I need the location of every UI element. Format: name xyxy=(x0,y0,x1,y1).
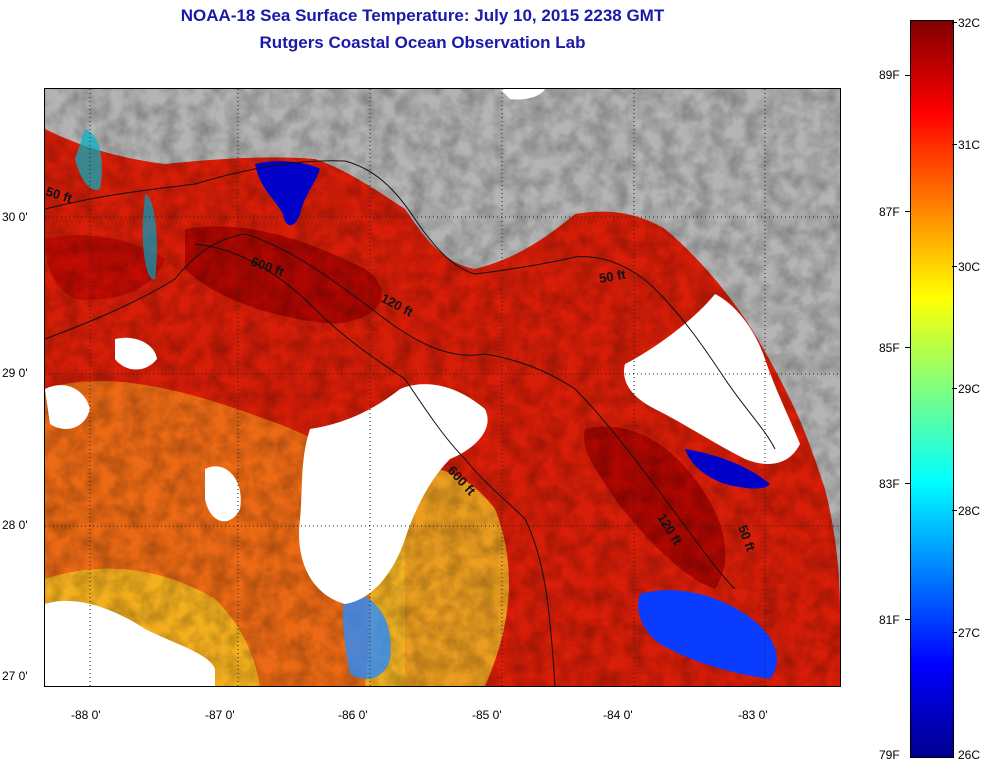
cold-patch-south xyxy=(342,589,391,679)
sst-map: 50 ft 600 ft 120 ft 50 ft 600 ft 120 ft … xyxy=(44,88,841,687)
map-title: NOAA-18 Sea Surface Temperature: July 10… xyxy=(180,6,665,25)
graticule xyxy=(45,89,840,686)
colorbar-tick xyxy=(952,510,957,511)
cold-patch-east xyxy=(638,590,777,679)
cloud-west xyxy=(45,385,90,429)
lon-label: -86 0' xyxy=(338,708,368,722)
colorbar-tick xyxy=(952,388,957,389)
colorbar-label-c: 29C xyxy=(958,382,981,396)
colorbar-label-f: 83F xyxy=(879,477,900,491)
cloud-coast-north xyxy=(500,89,545,100)
lon-label: -88 0' xyxy=(71,708,101,722)
cloud-southwest xyxy=(45,600,215,686)
colorbar-tick xyxy=(905,211,910,212)
sst-map-svg: 50 ft 600 ft 120 ft 50 ft 600 ft 120 ft … xyxy=(45,89,840,686)
colorbar-tick xyxy=(952,144,957,145)
colorbar-label-c: 26C xyxy=(958,748,981,762)
cool-patch-west-stripe xyxy=(142,194,157,280)
colorbar-tick xyxy=(905,75,910,76)
cold-patch-bay xyxy=(255,161,320,226)
cloud-west-2 xyxy=(115,337,157,370)
lon-label: -87 0' xyxy=(205,708,235,722)
colorbar xyxy=(910,20,954,758)
lon-label: -83 0' xyxy=(738,708,768,722)
lat-label: 29 0' xyxy=(2,366,28,380)
colorbar-label-c: 27C xyxy=(958,626,981,640)
colorbar-label-c: 32C xyxy=(958,16,981,30)
colorbar-tick xyxy=(905,483,910,484)
cool-patch-northwest xyxy=(75,129,102,190)
colorbar-tick xyxy=(952,266,957,267)
lon-label: -84 0' xyxy=(603,708,633,722)
colorbar-label-f: 87F xyxy=(879,205,900,219)
cloud-southwest-2 xyxy=(205,466,241,522)
lat-label: 28 0' xyxy=(2,518,28,532)
colorbar-label-c: 28C xyxy=(958,504,981,518)
colorbar-label-f: 85F xyxy=(879,341,900,355)
lat-label: 27 0' xyxy=(2,669,28,683)
colorbar-tick xyxy=(952,632,957,633)
map-subtitle: Rutgers Coastal Ocean Observation Lab xyxy=(259,33,586,52)
colorbar-tick xyxy=(905,619,910,620)
colorbar-label-f: 89F xyxy=(879,68,900,82)
contour-label: 50 ft xyxy=(598,266,628,286)
colorbar-tick xyxy=(905,347,910,348)
colorbar-label-c: 30C xyxy=(958,260,981,274)
depth-contours xyxy=(45,160,776,686)
colorbar-label-f: 81F xyxy=(879,613,900,627)
lon-label: -85 0' xyxy=(472,708,502,722)
lat-label: 30 0' xyxy=(2,210,28,224)
colorbar-tick xyxy=(952,22,957,23)
colorbar-label-f: 79F xyxy=(879,748,900,762)
colorbar-label-c: 31C xyxy=(958,138,981,152)
cloud-central xyxy=(299,384,488,604)
cold-patch-coast xyxy=(685,449,770,489)
